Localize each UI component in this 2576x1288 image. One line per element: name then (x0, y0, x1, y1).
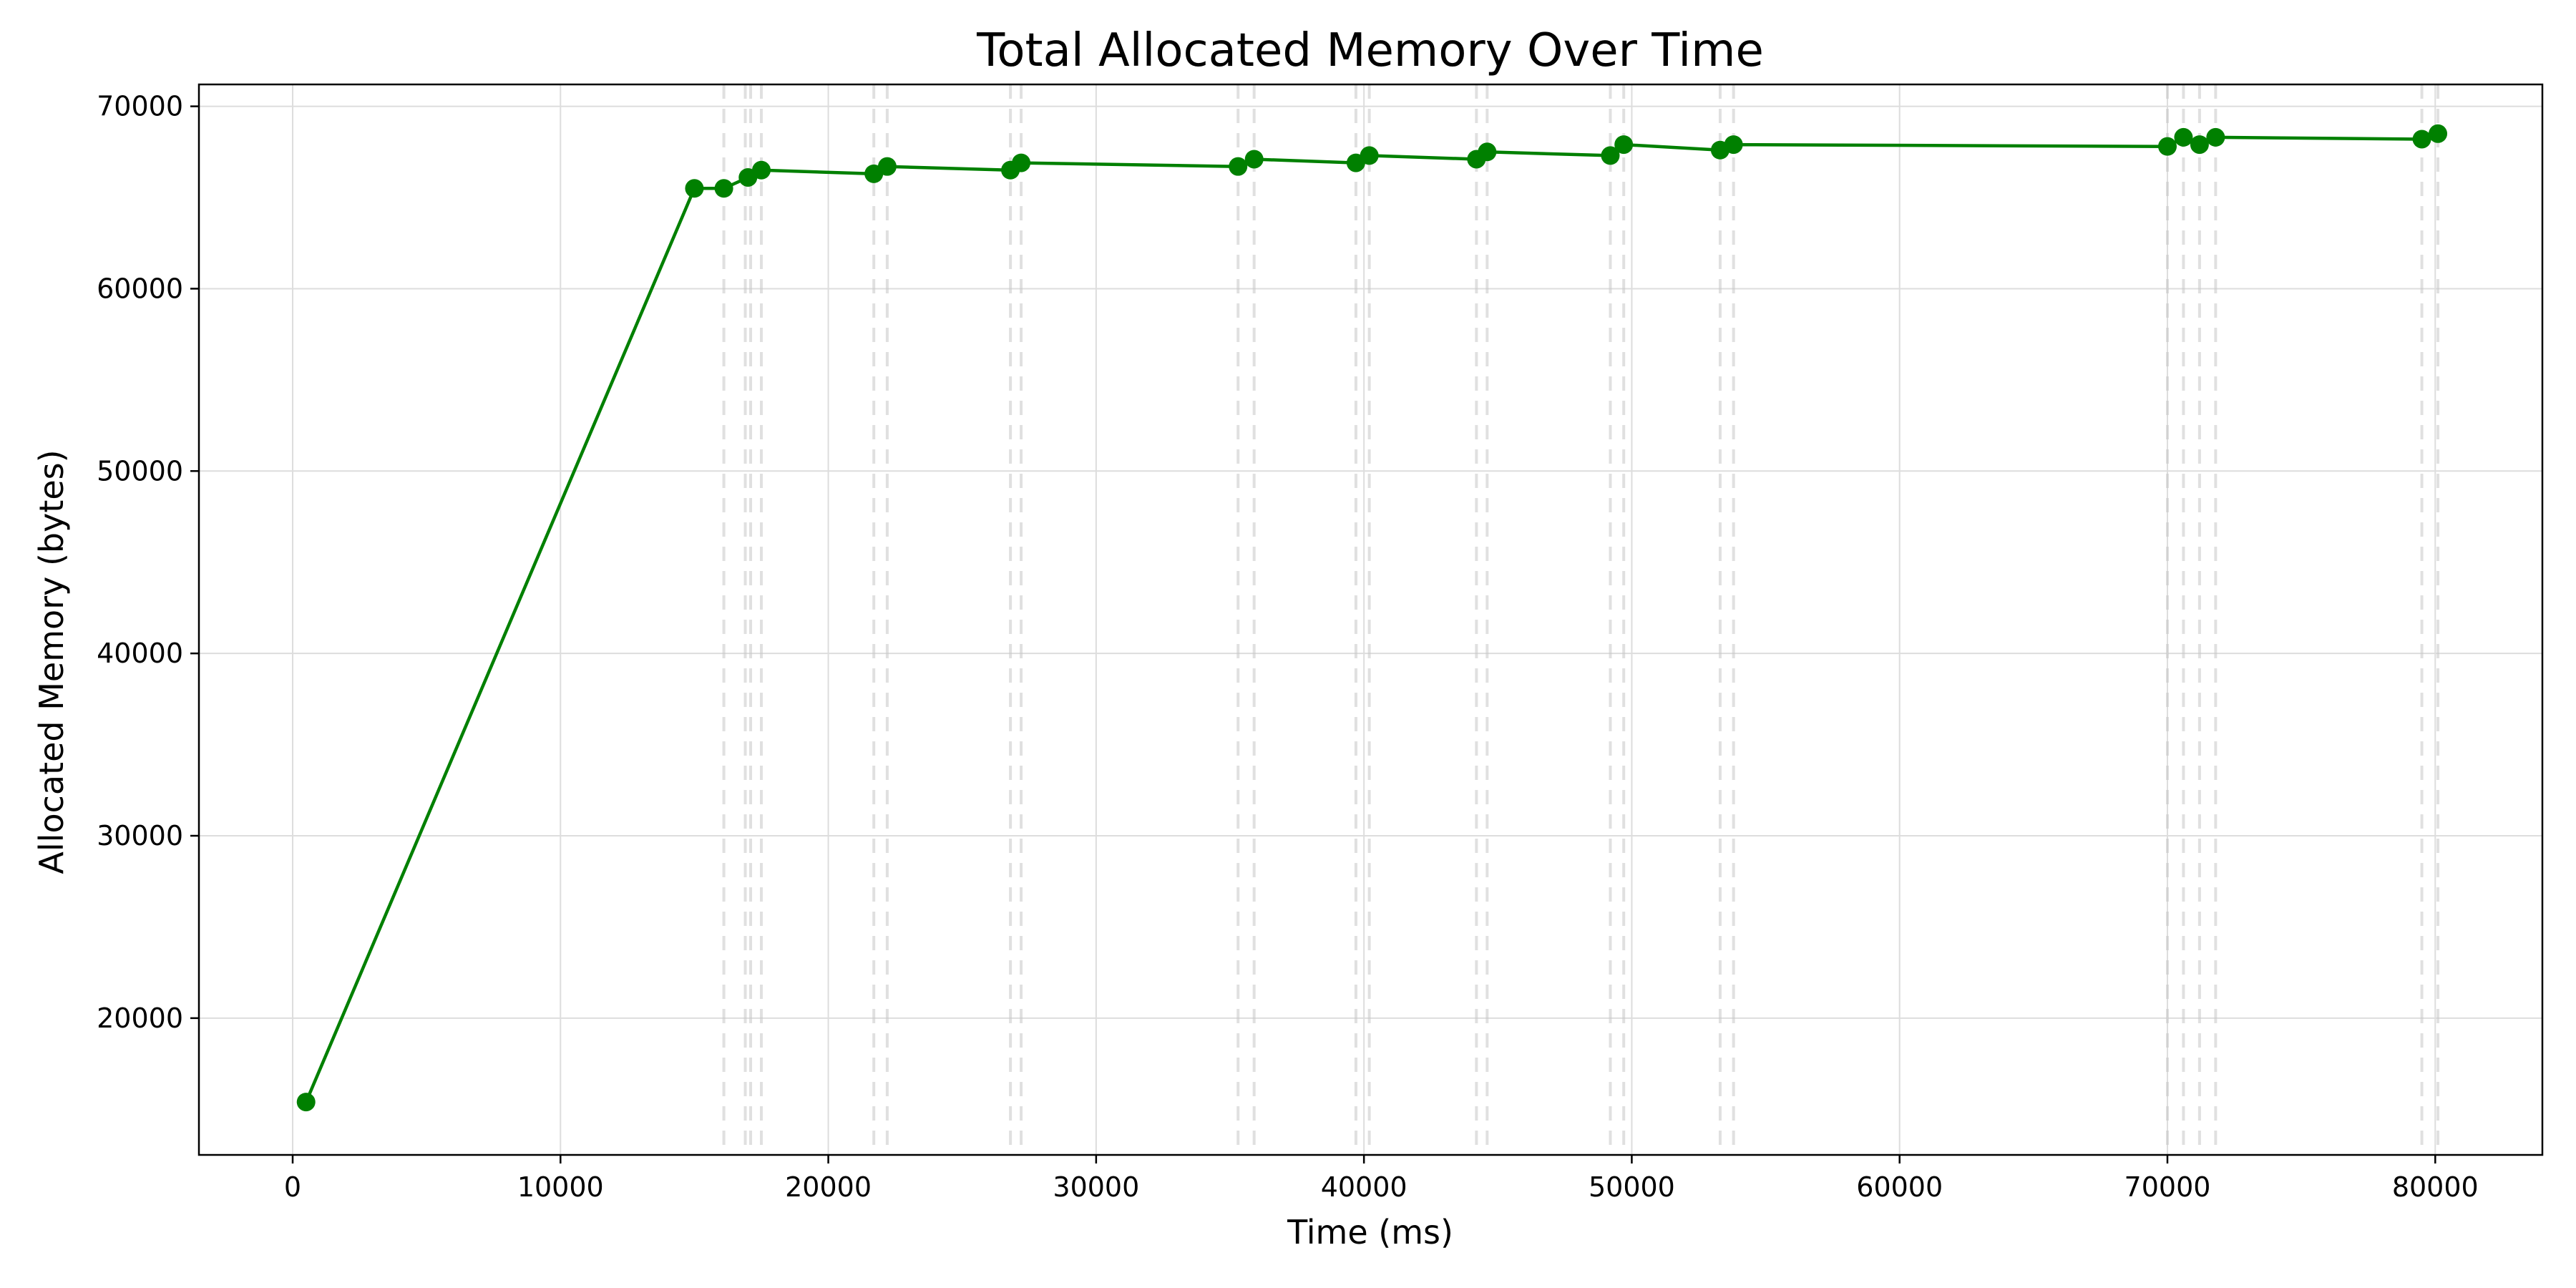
data-point (1229, 157, 1248, 176)
data-point (2174, 127, 2193, 147)
y-axis-label: Allocated Memory (bytes) (32, 449, 71, 874)
data-point (714, 179, 733, 198)
x-tick-label: 80000 (2392, 1171, 2479, 1203)
x-axis-label: Time (ms) (1287, 1213, 1453, 1252)
data-point (2206, 127, 2225, 147)
x-tick-label: 50000 (1589, 1171, 1675, 1203)
data-point (1478, 142, 1497, 162)
data-point (752, 160, 771, 180)
y-tick-label: 50000 (97, 455, 183, 487)
data-point (1360, 146, 1379, 165)
y-tick-label: 40000 (97, 638, 183, 669)
y-tick-label: 30000 (97, 820, 183, 852)
chart-title: Total Allocated Memory Over Time (976, 24, 1764, 77)
x-tick-label: 10000 (517, 1171, 604, 1203)
x-tick-label: 30000 (1053, 1171, 1139, 1203)
data-point (1614, 135, 1634, 155)
data-point (1724, 135, 1743, 155)
ticks: 0 10000 20000 30000 40000 50000 60000 70000 8000… (97, 91, 2479, 1203)
x-tick-label: 0 (284, 1171, 301, 1203)
y-tick-label: 70000 (97, 91, 183, 122)
data-point (877, 157, 897, 176)
plot-frame (197, 83, 2544, 1156)
data-point (2158, 137, 2177, 156)
data-point (2429, 124, 2448, 143)
series-layer (296, 124, 2448, 1112)
data-point (2190, 135, 2209, 155)
data-point (685, 179, 704, 198)
x-tick-label: 60000 (1856, 1171, 1943, 1203)
data-point (296, 1093, 316, 1112)
x-tick-label: 70000 (2124, 1171, 2211, 1203)
data-point (1012, 153, 1031, 172)
data-point (1244, 150, 1264, 169)
data-point (1601, 146, 1620, 165)
y-tick-label: 20000 (97, 1002, 183, 1034)
data-point (2412, 130, 2431, 149)
x-tick-label: 40000 (1321, 1171, 1407, 1203)
x-tick-label: 20000 (785, 1171, 872, 1203)
event-lines (722, 84, 2440, 1155)
y-tick-label: 60000 (97, 273, 183, 304)
